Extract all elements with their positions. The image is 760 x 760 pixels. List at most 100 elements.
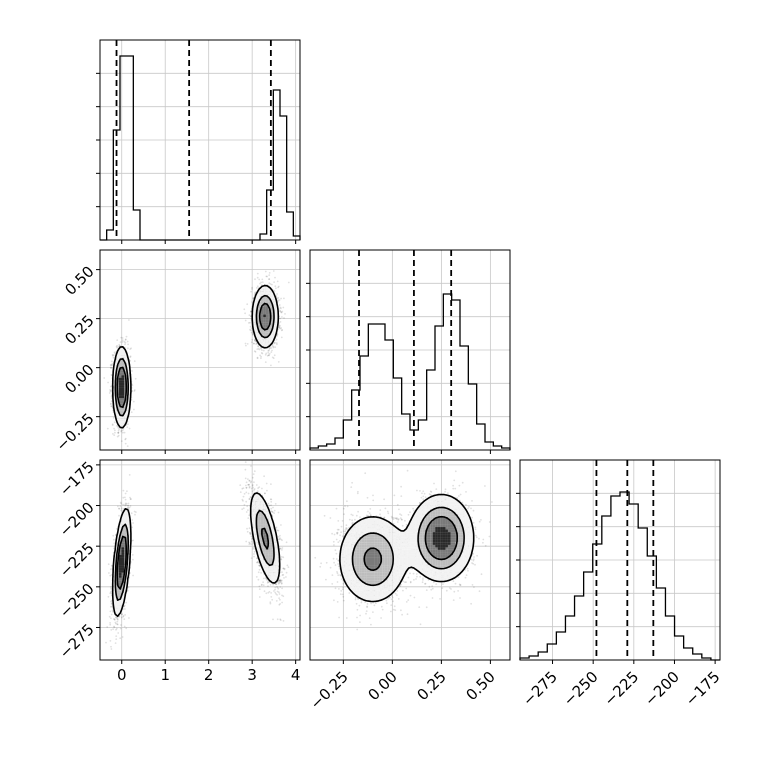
sample-point — [109, 622, 111, 624]
sample-point — [121, 337, 124, 339]
sample-point — [132, 400, 135, 403]
sample-point — [126, 340, 129, 343]
panel-frame — [99, 249, 301, 451]
sample-point — [273, 342, 276, 345]
density-cell — [260, 312, 264, 315]
density-cell — [255, 299, 259, 302]
sample-point — [111, 354, 114, 357]
sample-point — [254, 351, 257, 353]
sample-point — [110, 367, 113, 369]
sample-point — [124, 442, 127, 445]
density-cell — [119, 352, 122, 355]
sample-point — [122, 503, 125, 506]
sample-point — [280, 297, 282, 300]
density-cell — [260, 317, 264, 320]
density-cell — [260, 289, 264, 292]
sample-point — [248, 314, 251, 317]
sample-point — [260, 357, 262, 360]
sample-point — [276, 293, 278, 295]
sample-point — [109, 364, 112, 366]
sample-point — [268, 272, 271, 274]
density-cell — [253, 319, 256, 323]
sample-point — [120, 624, 122, 626]
sample-point — [123, 625, 126, 628]
sample-point — [278, 326, 281, 329]
sample-point — [124, 614, 126, 616]
density-fill — [113, 286, 279, 429]
sample-point — [243, 308, 246, 311]
density-cell — [265, 339, 269, 343]
sample-point — [113, 542, 116, 545]
sample-point — [250, 290, 253, 293]
sample-point — [121, 339, 124, 341]
sample-point — [255, 287, 258, 289]
sample-point — [110, 629, 113, 631]
sample-point — [113, 351, 116, 354]
density-cell — [119, 375, 122, 378]
density-cell — [258, 294, 261, 297]
sample-point — [132, 574, 135, 577]
sample-point — [271, 356, 274, 359]
density-cell — [124, 415, 127, 419]
sample-point — [134, 513, 136, 516]
sample-point — [106, 626, 109, 628]
sample-point — [273, 281, 275, 283]
sample-point — [278, 299, 281, 301]
sample-point — [127, 319, 130, 321]
density-cell — [260, 329, 264, 333]
sample-point — [275, 287, 277, 290]
sample-point — [129, 498, 132, 501]
sample-point — [134, 377, 137, 380]
sample-point — [124, 496, 126, 499]
sample-point — [116, 623, 119, 626]
sample-point — [118, 507, 121, 510]
density-cell — [121, 382, 124, 386]
sample-point — [127, 502, 130, 505]
density-cell — [119, 362, 122, 366]
panel-frame — [309, 249, 511, 451]
sample-point — [257, 345, 260, 347]
sample-point — [126, 426, 129, 428]
sample-point — [114, 642, 117, 644]
sample-point — [264, 353, 267, 356]
sample-point — [274, 346, 277, 349]
sample-point — [108, 572, 110, 574]
density-cell — [263, 319, 266, 323]
density-cell — [273, 304, 276, 307]
density-cell — [121, 352, 124, 355]
sample-point — [113, 618, 116, 621]
density-cell — [265, 289, 269, 292]
density-cell — [263, 299, 266, 302]
density-cell — [116, 357, 119, 361]
density-cell — [121, 375, 124, 378]
sample-point — [271, 349, 273, 352]
density-fill — [116, 304, 271, 409]
sample-point — [112, 417, 115, 419]
panel-frame — [99, 39, 301, 241]
density-cell — [265, 332, 269, 335]
density-cell — [119, 408, 122, 411]
sample-point — [273, 590, 275, 592]
sample-point — [125, 627, 128, 630]
sample-point — [120, 429, 123, 432]
sample-point — [114, 429, 116, 432]
sample-point — [267, 351, 270, 354]
sample-point — [130, 512, 133, 515]
sample-point — [259, 282, 261, 285]
sample-point — [110, 405, 112, 408]
sample-point — [132, 558, 134, 561]
density-cell — [270, 337, 274, 340]
sample-point — [263, 475, 265, 478]
sample-point — [271, 345, 274, 347]
density-cell — [253, 309, 256, 312]
sample-point — [115, 635, 118, 637]
sample-point — [277, 361, 280, 363]
density-cell — [270, 294, 274, 297]
sample-point — [113, 421, 116, 424]
sample-point — [123, 618, 126, 620]
density-cell — [253, 307, 256, 310]
density-cell — [265, 322, 269, 325]
sample-point — [117, 429, 120, 432]
density-cell — [119, 390, 122, 393]
